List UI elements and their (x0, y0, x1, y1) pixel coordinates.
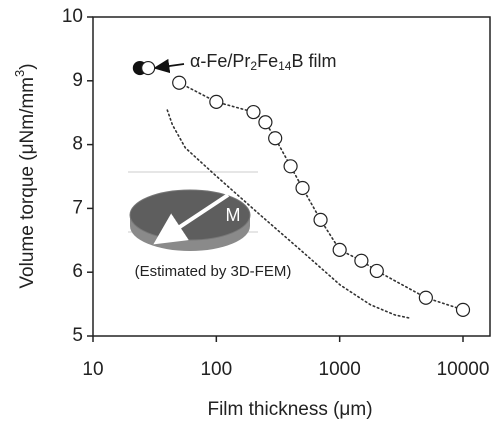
inset-caption: (Estimated by 3D-FEM) (135, 263, 292, 280)
y-axis-label-part: Volume torque (μNm/mm (17, 77, 38, 289)
inset: M (Estimated by 3D-FEM) (128, 171, 292, 280)
y-axis-label: Volume torque (μNm/mm3) (12, 63, 38, 288)
open-point (455, 302, 471, 317)
x-tick-label: 1000 (319, 359, 361, 380)
open-point (283, 159, 298, 174)
open-point (369, 263, 384, 279)
y-tick-label: 9 (72, 70, 83, 91)
annotation-arrow (153, 58, 185, 74)
open-point (172, 75, 187, 90)
open-point (313, 212, 328, 227)
inset-label: M (226, 205, 241, 225)
y-tick-label: 6 (72, 261, 83, 282)
x-tick-label: 10 (82, 359, 103, 380)
open-point (209, 94, 224, 109)
x-axis-label: Film thickness (μm) (207, 399, 372, 420)
y-tick-label: 10 (62, 6, 83, 27)
y-tick-label: 8 (72, 134, 83, 155)
x-tick-label: 10000 (437, 359, 490, 380)
annotation-sub: 2 (250, 59, 257, 73)
annotation-sub: 14 (278, 59, 292, 73)
open-point (332, 242, 347, 257)
open-point (141, 60, 156, 76)
annotation-part: B film (291, 51, 336, 71)
magnetization-arrow (153, 193, 230, 245)
dotted-line (166, 109, 411, 319)
annotation: α-Fe/Pr2Fe14B film (190, 51, 336, 73)
annotation-part: Fe (257, 51, 278, 71)
open-point (246, 104, 261, 120)
y-tick-label: 5 (72, 325, 83, 346)
open-point (418, 290, 433, 305)
y-axis-label-sup: 3 (12, 70, 27, 77)
open-point (268, 131, 283, 146)
open-point (295, 180, 310, 196)
open-point (258, 115, 273, 130)
y-tick-label: 7 (72, 197, 83, 218)
plot-frame (92, 16, 491, 337)
x-tick-label: 100 (200, 359, 232, 380)
annotation-part: α-Fe/Pr (190, 51, 250, 71)
open-point (354, 253, 369, 268)
y-axis-label-part: ) (17, 63, 38, 69)
